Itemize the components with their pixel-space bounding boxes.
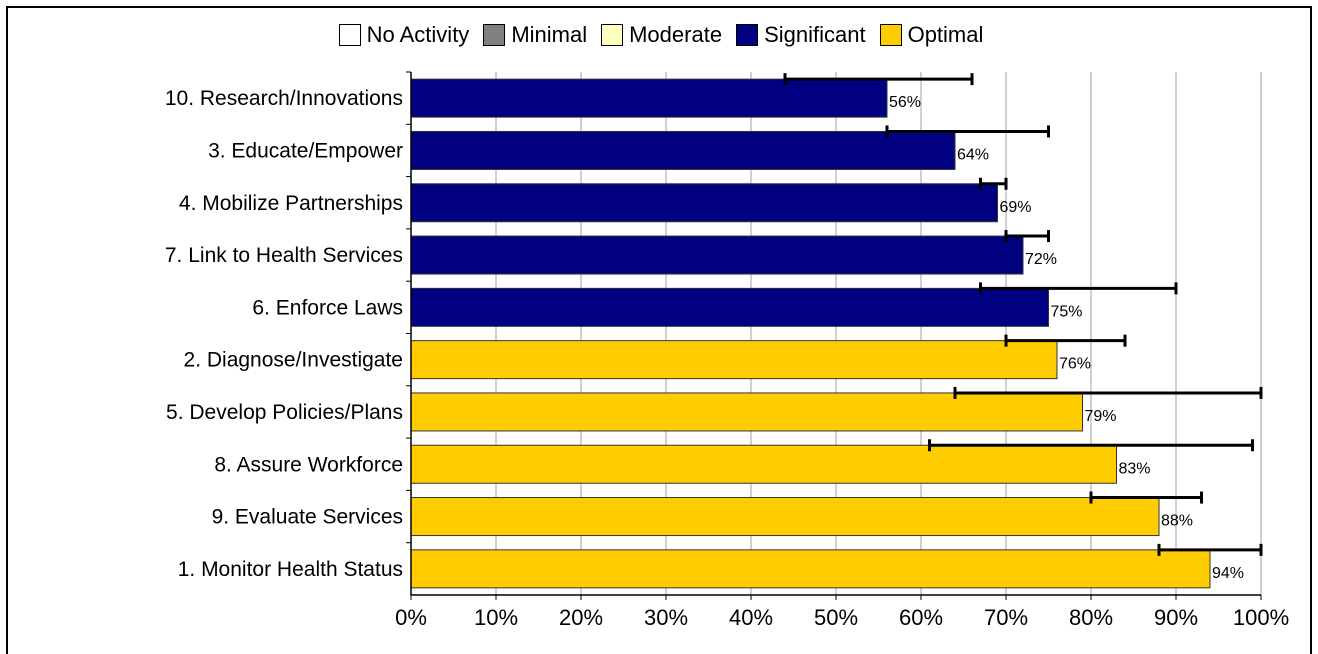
legend-swatch: [338, 24, 361, 46]
chart-frame: No Activity Minimal Moderate Significant Opt…: [6, 6, 1312, 654]
legend-label: No Activity: [366, 22, 470, 47]
bar: [410, 183, 998, 223]
value-label: 56%: [889, 94, 921, 111]
legend-item-significant: Significant: [736, 22, 866, 48]
legend-item-no-activity: No Activity: [338, 22, 470, 48]
value-label: 76%: [1059, 356, 1091, 373]
x-tick-label: 100%: [1233, 605, 1289, 630]
legend-swatch: [736, 24, 759, 46]
x-tick-label: 0%: [395, 605, 427, 630]
value-label: 69%: [1000, 199, 1032, 216]
value-label: 79%: [1085, 408, 1117, 425]
legend-label: Moderate: [629, 22, 723, 47]
legend-swatch: [601, 24, 624, 46]
category-label: 4. Mobilize Partnerships: [179, 192, 403, 215]
category-label: 9. Evaluate Services: [212, 506, 403, 529]
value-label: 83%: [1119, 460, 1151, 477]
value-label: 64%: [957, 146, 989, 163]
category-label: 2. Diagnose/Investigate: [184, 349, 403, 372]
x-tick-label: 30%: [644, 605, 688, 630]
bar: [410, 392, 1083, 432]
legend-item-minimal: Minimal: [483, 22, 587, 48]
value-label: 88%: [1161, 513, 1193, 530]
legend: No Activity Minimal Moderate Significant Opt…: [8, 22, 1314, 48]
category-label: 8. Assure Workforce: [214, 453, 403, 476]
legend-swatch: [483, 24, 506, 46]
value-label: 72%: [1025, 251, 1057, 268]
legend-label: Minimal: [511, 22, 588, 47]
legend-label: Significant: [764, 22, 866, 47]
x-tick-label: 60%: [899, 605, 943, 630]
legend-label: Optimal: [907, 22, 984, 47]
category-label: 10. Research/Innovations: [165, 87, 403, 110]
value-label: 75%: [1051, 303, 1083, 320]
category-label: 3. Educate/Empower: [208, 139, 403, 162]
category-label: 6. Enforce Laws: [252, 296, 403, 319]
bar: [410, 497, 1160, 537]
bar: [410, 235, 1024, 275]
x-tick-label: 20%: [559, 605, 603, 630]
category-label: 1. Monitor Health Status: [178, 558, 403, 581]
bar: [410, 549, 1211, 589]
bar: [410, 78, 888, 118]
legend-item-optimal: Optimal: [879, 22, 984, 48]
legend-swatch: [879, 24, 902, 46]
x-tick-label: 40%: [729, 605, 773, 630]
bar: [410, 287, 1049, 327]
category-label: 5. Develop Policies/Plans: [166, 401, 403, 424]
bar: [410, 130, 956, 170]
x-tick-label: 90%: [1154, 605, 1198, 630]
bar: [410, 340, 1058, 380]
value-label: 94%: [1212, 565, 1244, 582]
x-tick-label: 70%: [984, 605, 1028, 630]
x-tick-label: 10%: [474, 605, 518, 630]
category-label: 7. Link to Health Services: [165, 244, 403, 267]
x-tick-label: 50%: [814, 605, 858, 630]
bar: [410, 444, 1117, 484]
legend-item-moderate: Moderate: [601, 22, 722, 48]
x-tick-label: 80%: [1069, 605, 1113, 630]
